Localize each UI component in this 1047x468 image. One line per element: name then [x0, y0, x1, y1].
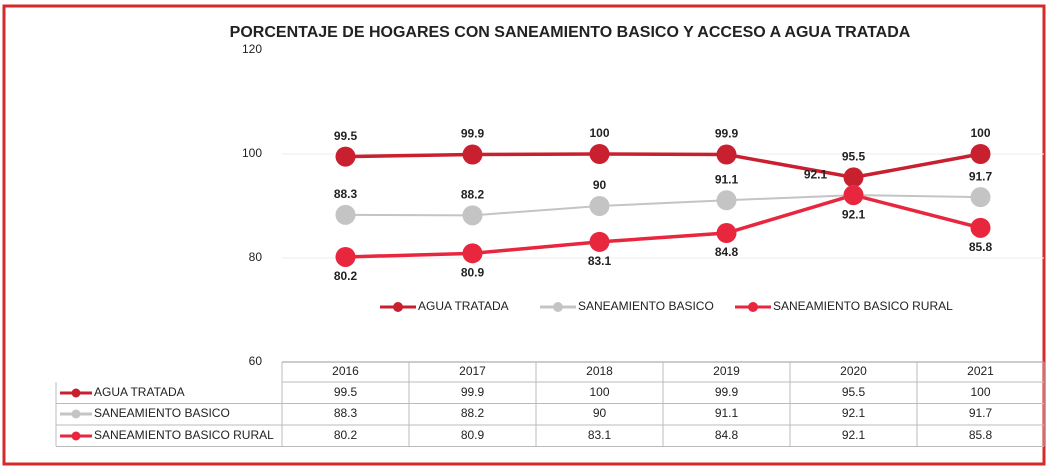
- y-tick-label: 60: [249, 354, 263, 368]
- table-header: 2018: [586, 364, 613, 378]
- table-cell: 88.3: [334, 406, 358, 420]
- data-label: 90: [593, 178, 607, 192]
- data-point: [335, 146, 356, 167]
- chart-title: PORCENTAJE DE HOGARES CON SANEAMIENTO BA…: [230, 24, 911, 41]
- data-label: 100: [589, 126, 609, 140]
- series-line: [345, 194, 981, 217]
- table-cell: 99.9: [715, 385, 739, 399]
- series-line: [345, 152, 981, 180]
- legend-key-dot: [393, 302, 403, 312]
- row-key-dot: [71, 409, 81, 419]
- row-key-dot: [71, 388, 81, 398]
- table-cell: 84.8: [715, 428, 739, 442]
- table-cell: 100: [970, 385, 990, 399]
- row-key-dot: [71, 431, 81, 441]
- data-label: 88.2: [461, 188, 485, 202]
- data-label: 91.7: [969, 169, 993, 183]
- data-point: [589, 196, 610, 216]
- table-cell: 80.9: [461, 428, 485, 442]
- data-point: [843, 185, 864, 206]
- data-label: 91.1: [715, 172, 739, 186]
- data-point: [462, 205, 483, 226]
- table-cell: 90: [593, 406, 607, 420]
- data-point: [970, 144, 991, 164]
- data-point: [970, 187, 991, 208]
- data-label: 92.1: [842, 207, 866, 221]
- data-label: 88.3: [334, 187, 358, 201]
- data-label: 85.8: [969, 240, 993, 254]
- table-header: 2016: [332, 364, 359, 378]
- frame: [2, 4, 1046, 466]
- data-label: 99.9: [461, 127, 485, 141]
- data-point: [589, 231, 610, 252]
- table-cell: 91.1: [715, 406, 739, 420]
- legend-key-dot: [553, 302, 563, 312]
- data-label: 95.5: [842, 150, 866, 164]
- data-label: 92.1: [804, 167, 828, 181]
- table-header: 2021: [967, 364, 994, 378]
- data-point: [716, 223, 737, 244]
- data-point: [335, 246, 356, 267]
- data-point: [462, 243, 483, 264]
- table-header: 2019: [713, 364, 740, 378]
- table-cell: 80.2: [334, 428, 358, 442]
- row-label: SANEAMIENTO BASICO: [94, 406, 230, 420]
- data-point: [335, 204, 356, 225]
- data-label: 99.9: [715, 127, 739, 141]
- data-point: [843, 167, 864, 188]
- legend-key-dot: [748, 302, 758, 312]
- y-tick-label: 100: [242, 146, 262, 160]
- table-cell: 100: [589, 385, 609, 399]
- data-label: 80.9: [461, 265, 485, 279]
- table-cell: 92.1: [842, 406, 866, 420]
- series-line: [345, 193, 981, 259]
- table-header: 2017: [459, 364, 486, 378]
- data-label: 80.2: [334, 269, 358, 283]
- table-cell: 91.7: [969, 406, 993, 420]
- data-point: [716, 144, 737, 165]
- table-cell: 92.1: [842, 428, 866, 442]
- data-label: 99.5: [334, 129, 358, 143]
- table-header: 2020: [840, 364, 867, 378]
- table-cell: 95.5: [842, 385, 866, 399]
- row-label: AGUA TRATADA: [94, 385, 185, 399]
- data-label: 83.1: [588, 254, 612, 268]
- data-point: [716, 190, 737, 211]
- table-cell: 88.2: [461, 406, 485, 420]
- legend-label: SANEAMIENTO BASICO: [578, 299, 714, 313]
- legend-label: SANEAMIENTO BASICO RURAL: [773, 299, 953, 313]
- legend-label: AGUA TRATADA: [418, 299, 509, 313]
- data-label: 100: [970, 126, 990, 140]
- data-point: [462, 144, 483, 165]
- table-cell: 85.8: [969, 428, 993, 442]
- data-label: 84.8: [715, 245, 739, 259]
- data-point: [970, 217, 991, 238]
- data-point: [589, 144, 610, 164]
- row-label: SANEAMIENTO BASICO RURAL: [94, 428, 274, 442]
- table-cell: 99.5: [334, 385, 358, 399]
- y-tick-label: 80: [249, 250, 263, 264]
- y-tick-label: 120: [242, 42, 262, 56]
- table-cell: 83.1: [588, 428, 612, 442]
- table-cell: 99.9: [461, 385, 485, 399]
